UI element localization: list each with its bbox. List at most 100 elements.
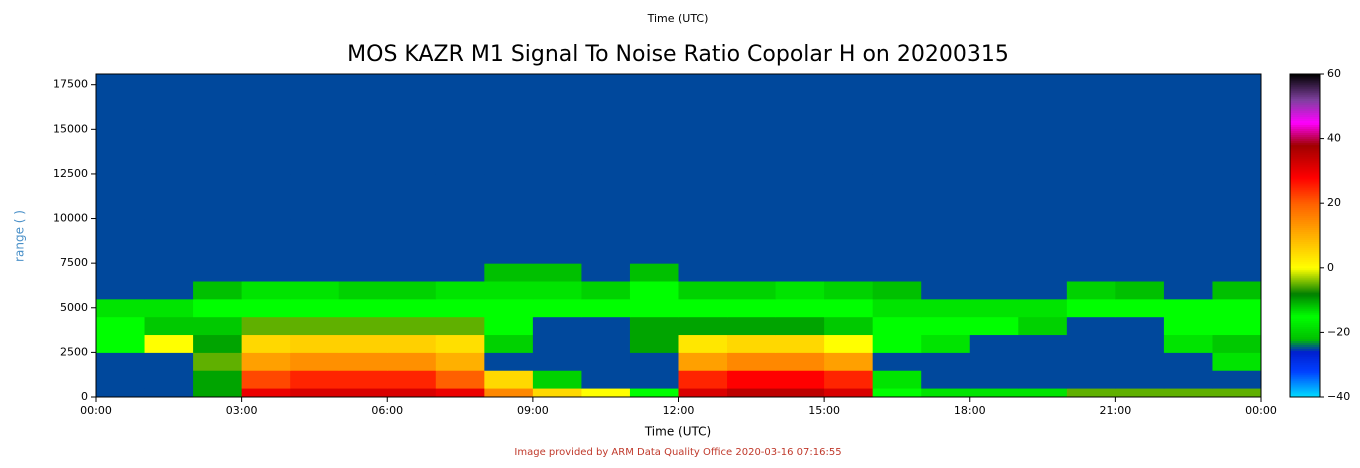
colorbar-swatch xyxy=(1290,104,1320,107)
colorbar-swatch xyxy=(1290,152,1320,156)
colorbar-swatch xyxy=(1290,142,1320,146)
heat-cell xyxy=(338,316,388,336)
colorbar-swatch xyxy=(1290,209,1320,212)
colorbar-swatch xyxy=(1290,180,1320,184)
heat-cell xyxy=(338,173,388,220)
colorbar-swatch xyxy=(1290,176,1320,180)
heat-cell xyxy=(435,370,485,389)
colorbar-swatch xyxy=(1290,255,1320,259)
heat-cell xyxy=(1163,218,1213,264)
heat-cell xyxy=(872,74,922,130)
colorbar-swatch xyxy=(1290,241,1320,245)
heat-cell xyxy=(144,370,194,389)
colorbar-swatch xyxy=(1290,76,1320,79)
colorbar-swatch xyxy=(1290,118,1320,121)
heat-cell xyxy=(435,281,485,300)
heat-cell xyxy=(921,388,971,398)
colorbar-swatch xyxy=(1290,277,1320,281)
colorbar-swatch xyxy=(1290,283,1320,287)
colorbar-tick-label: −20 xyxy=(1327,325,1350,338)
colorbar-swatch xyxy=(1290,92,1320,95)
heat-cell xyxy=(387,218,437,264)
colorbar-swatch xyxy=(1290,140,1320,144)
heat-cell xyxy=(727,281,777,300)
heat-cell xyxy=(241,281,291,300)
heat-cell xyxy=(921,352,971,371)
heat-cell xyxy=(824,74,874,130)
heat-cell xyxy=(969,370,1019,389)
heat-cell xyxy=(969,218,1019,264)
heat-cell xyxy=(1115,263,1165,282)
heat-cell xyxy=(1115,388,1165,398)
colorbar-swatch xyxy=(1290,74,1320,77)
colorbar-swatch xyxy=(1290,154,1320,158)
heat-cell xyxy=(532,173,582,220)
colorbar-swatch xyxy=(1290,162,1320,166)
heat-cell xyxy=(581,263,631,282)
colorbar-swatch xyxy=(1290,269,1320,273)
colorbar-swatch xyxy=(1290,84,1320,87)
heat-cell xyxy=(1163,316,1213,336)
heat-cell xyxy=(727,218,777,264)
heat-cell xyxy=(241,173,291,220)
colorbar-swatch xyxy=(1290,146,1320,150)
colorbar-swatch xyxy=(1290,183,1320,186)
colorbar-swatch xyxy=(1290,185,1320,188)
heat-cell xyxy=(969,263,1019,282)
heat-cell xyxy=(96,370,146,389)
colorbar-swatch xyxy=(1290,324,1320,327)
colorbar-swatch xyxy=(1290,88,1320,91)
heat-cell xyxy=(629,129,679,175)
colorbar-swatch xyxy=(1290,229,1320,232)
colorbar-swatch xyxy=(1290,239,1320,243)
y-tick-label: 0 xyxy=(81,390,88,403)
heat-cell xyxy=(144,263,194,282)
colorbar-swatch xyxy=(1290,82,1320,85)
colorbar-swatch xyxy=(1290,275,1320,279)
colorbar-swatch xyxy=(1290,314,1320,317)
colorbar-swatch xyxy=(1290,110,1320,113)
colorbar-swatch xyxy=(1290,191,1320,194)
colorbar-swatch xyxy=(1290,213,1320,216)
heat-cell xyxy=(727,370,777,389)
heat-cell xyxy=(484,316,534,336)
heat-cell xyxy=(1115,370,1165,389)
heat-cell xyxy=(969,334,1019,353)
heat-cell xyxy=(1212,334,1262,353)
x-tick-label: 15:00 xyxy=(808,404,840,417)
colorbar-tick-label: 40 xyxy=(1327,132,1341,145)
heat-cell xyxy=(678,218,728,264)
colorbar-swatch xyxy=(1290,203,1320,206)
heat-cell xyxy=(338,263,388,282)
heat-cell xyxy=(241,74,291,130)
colorbar-swatch xyxy=(1290,132,1320,136)
heat-cell xyxy=(727,388,777,398)
colorbar-swatch xyxy=(1290,100,1320,103)
heat-cell xyxy=(775,352,825,371)
colorbar-swatch xyxy=(1290,342,1320,346)
heat-cell xyxy=(629,173,679,220)
colorbar-swatch xyxy=(1290,168,1320,172)
y-tick-label: 5000 xyxy=(60,301,88,314)
x-tick-label: 06:00 xyxy=(371,404,403,417)
colorbar-swatch xyxy=(1290,172,1320,176)
heat-cell xyxy=(193,316,243,336)
heat-cell xyxy=(1066,352,1116,371)
heat-cell xyxy=(484,263,534,282)
heat-cell xyxy=(1066,263,1116,282)
heat-cell xyxy=(1018,263,1068,282)
colorbar-swatch xyxy=(1290,225,1320,228)
colorbar-swatch xyxy=(1290,390,1320,394)
heat-cell xyxy=(532,298,582,318)
heat-cell xyxy=(872,334,922,353)
heat-cell xyxy=(1018,334,1068,353)
colorbar-swatch xyxy=(1290,374,1320,378)
heat-cell xyxy=(775,388,825,398)
heat-cell xyxy=(678,334,728,353)
heat-cell xyxy=(581,334,631,353)
heat-cell xyxy=(241,218,291,264)
heat-cell xyxy=(872,281,922,300)
colorbar-swatch xyxy=(1290,344,1320,348)
heat-cell xyxy=(727,74,777,130)
colorbar-swatch xyxy=(1290,294,1320,297)
